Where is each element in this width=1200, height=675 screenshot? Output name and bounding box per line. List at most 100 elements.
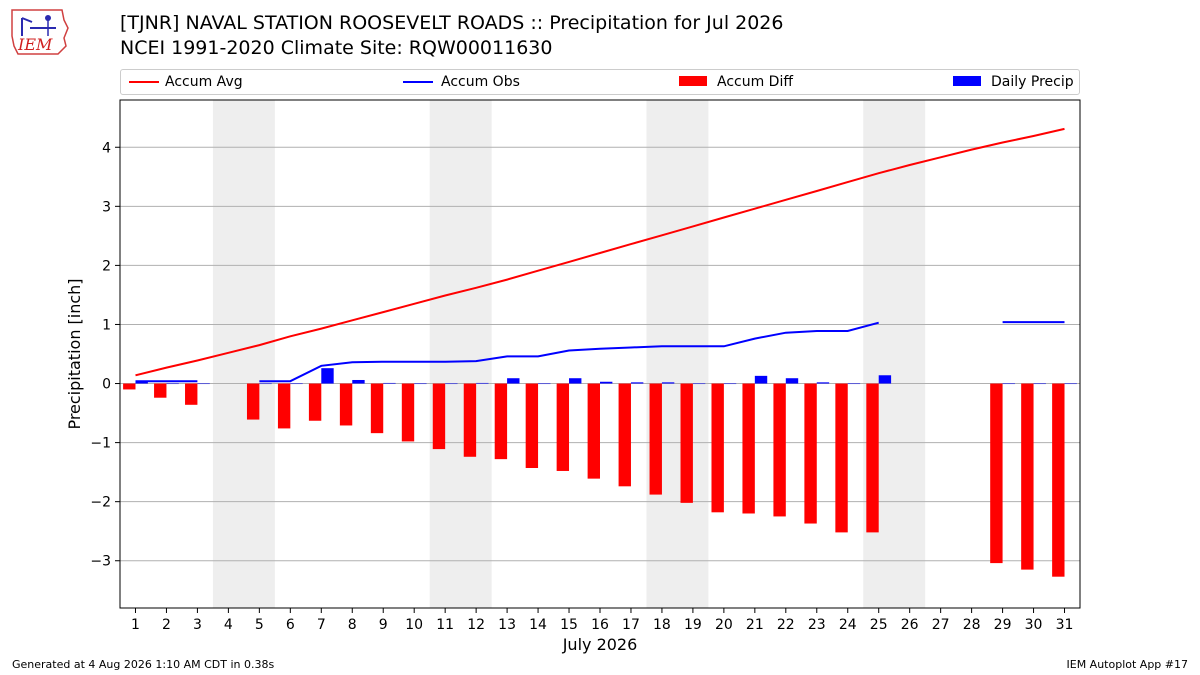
y-tick-label: 3 <box>102 199 111 215</box>
x-tick-label: 11 <box>436 617 454 633</box>
daily-precip-bar <box>197 383 210 385</box>
x-tick-label: 17 <box>622 617 640 633</box>
weekend-band-2 <box>646 100 709 608</box>
accum-avg-line <box>135 127 1065 377</box>
daily-precip-bar <box>600 381 613 384</box>
accum-diff-bar <box>463 383 477 457</box>
accum-diff-bar <box>804 383 817 524</box>
daily-precip-bar <box>661 382 675 384</box>
accum-diff-bar <box>154 383 167 398</box>
x-tick-label: 9 <box>379 617 388 633</box>
daily-precip-bar <box>290 383 303 385</box>
legend-label-accum-obs: Accum Obs <box>441 74 520 90</box>
x-tick-label: 18 <box>653 617 671 633</box>
generated-note: Generated at 4 Aug 2026 1:10 AM CDT in 0… <box>12 658 275 671</box>
weekend-shading <box>212 100 926 608</box>
accum-diff-bar <box>1052 383 1065 577</box>
chart-legend: Accum Avg Accum Obs Accum Diff Daily Pre… <box>120 69 1080 95</box>
daily-precip-bar <box>723 383 737 385</box>
x-tick-label: 26 <box>901 617 919 633</box>
x-axis-label: July 2026 <box>562 635 638 654</box>
accum-diff-bar <box>339 383 353 426</box>
y-tick-label: 0 <box>102 377 111 393</box>
x-tick-label: 30 <box>1025 617 1043 633</box>
accum-diff-bar <box>618 383 631 487</box>
y-tick-label: −2 <box>90 495 111 511</box>
x-tick-label: 16 <box>591 617 609 633</box>
accum-diff-bar <box>370 383 384 434</box>
daily-precip-bar <box>692 383 706 385</box>
chart-subtitle: NCEI 1991-2020 Climate Site: RQW00011630 <box>120 37 553 59</box>
y-tick-label: 1 <box>102 317 111 333</box>
accum-diff-bar <box>246 383 260 420</box>
daily-precip-bar <box>352 379 365 384</box>
accum-diff-bar <box>185 383 198 405</box>
daily-precip-bar <box>785 378 799 384</box>
accum-diff-bar <box>123 383 136 390</box>
x-tick-label: 29 <box>994 617 1012 633</box>
x-tick-label: 5 <box>255 617 264 633</box>
accum-diff-bar <box>587 383 600 479</box>
daily-precip-bar <box>1033 383 1046 385</box>
x-tick-label: 27 <box>932 617 950 633</box>
chart-title: [TJNR] NAVAL STATION ROOSEVELT ROADS :: … <box>120 12 784 34</box>
daily-precip-bar <box>445 383 458 385</box>
daily-precip-bar <box>630 382 644 384</box>
accum-diff-bar <box>308 383 322 421</box>
y-axis-label: Precipitation [inch] <box>65 278 84 429</box>
x-tick-label: 31 <box>1056 617 1074 633</box>
legend-swatch-accum-obs <box>403 81 433 83</box>
accum-diff-bar <box>277 383 291 429</box>
y-tick-label: 2 <box>102 258 111 274</box>
daily-precip-bar <box>569 378 582 384</box>
daily-precip-bar <box>476 382 489 384</box>
daily-precip-bar <box>135 381 148 384</box>
app-note: IEM Autoplot App #17 <box>1066 658 1189 671</box>
daily-precip-bar <box>816 382 830 384</box>
legend-swatch-daily-precip <box>953 76 981 86</box>
daily-precip-bar <box>321 368 334 384</box>
x-tick-label: 20 <box>715 617 733 633</box>
legend-label-accum-diff: Accum Diff <box>717 74 794 90</box>
y-tick-label: −3 <box>90 554 111 570</box>
daily-precip-bar <box>507 378 520 384</box>
x-tick-label: 19 <box>684 617 702 633</box>
accum-diff-bar <box>990 383 1003 564</box>
x-tick-label: 12 <box>467 617 485 633</box>
x-tick-label: 2 <box>162 617 171 633</box>
accum-diff-bar <box>494 383 508 460</box>
x-tick-label: 8 <box>348 617 357 633</box>
x-tick-label: 3 <box>193 617 202 633</box>
accum-diff-bar <box>432 383 446 450</box>
legend-label-daily-precip: Daily Precip <box>991 74 1074 90</box>
x-tick-label: 24 <box>839 617 857 633</box>
daily-precip-bar <box>1002 383 1015 385</box>
bar-series <box>123 368 1077 577</box>
accum-diff-bar <box>401 383 415 442</box>
daily-precip-bar <box>1064 383 1077 385</box>
accum-obs-line <box>259 321 879 383</box>
iem-logo-graphic: IEM <box>11 9 69 55</box>
accum-diff-bar <box>835 383 848 533</box>
accum-diff-bar <box>649 383 662 495</box>
accum-diff-bar <box>525 383 539 469</box>
x-tick-label: 28 <box>963 617 981 633</box>
accum-diff-bar <box>556 383 570 471</box>
legend-swatch-accum-avg <box>129 81 159 83</box>
x-tick-label: 22 <box>777 617 795 633</box>
accum-diff-bar <box>1021 383 1034 570</box>
x-tick-label: 1 <box>131 617 140 633</box>
x-tick-label: 21 <box>746 617 764 633</box>
x-tick-label: 23 <box>808 617 826 633</box>
daily-precip-bar <box>383 382 396 384</box>
accum-diff-bar <box>866 383 879 533</box>
legend-swatch-accum-diff <box>679 76 707 86</box>
weekend-band-1 <box>429 100 492 608</box>
iem-logo: IEM <box>8 6 72 58</box>
daily-precip-bar <box>847 383 861 385</box>
y-tick-label: 4 <box>102 140 111 156</box>
x-tick-label: 10 <box>405 617 423 633</box>
daily-precip-bar <box>878 375 892 384</box>
